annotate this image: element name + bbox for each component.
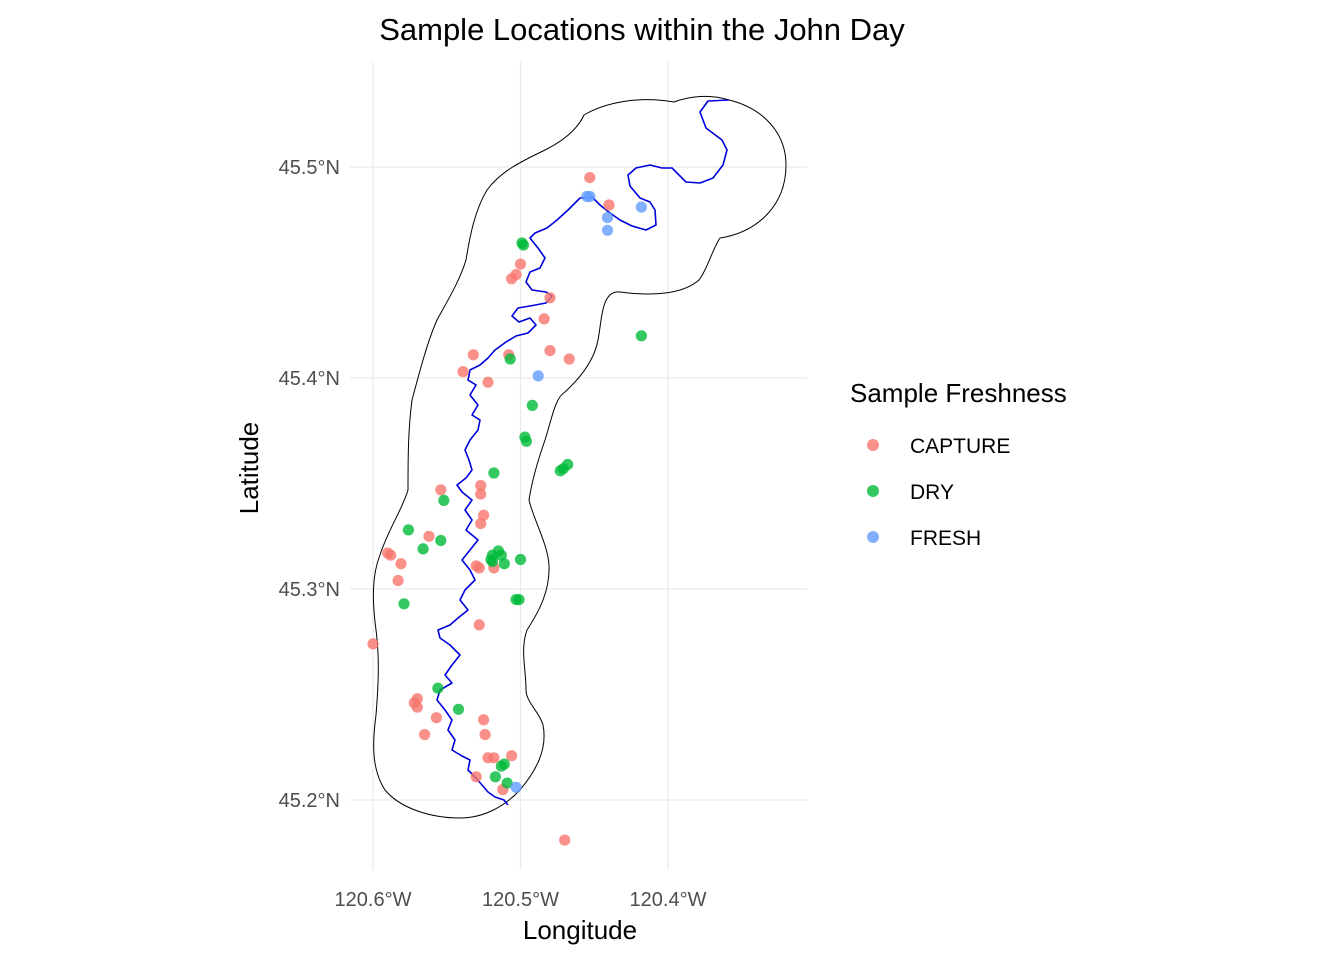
point-capture-34 [419, 729, 431, 741]
legend-key-dry [867, 485, 879, 497]
point-dry-3 [504, 353, 516, 365]
point-capture-1 [603, 199, 615, 211]
point-capture-40 [559, 834, 571, 846]
point-capture-35 [506, 750, 518, 762]
point-capture-21 [395, 558, 407, 570]
point-capture-18 [423, 530, 435, 542]
y-tick-label-3: 45.5°N [279, 157, 340, 179]
point-fresh-4 [601, 224, 614, 236]
point-dry-14 [417, 543, 429, 555]
point-dry-29 [489, 771, 501, 783]
legend: Sample Freshness CAPTURE DRY FRESH [850, 378, 1067, 550]
point-capture-32 [478, 714, 490, 726]
point-capture-16 [478, 509, 490, 521]
point-dry-25 [432, 682, 444, 694]
y-tick-label-0: 45.2°N [279, 790, 340, 812]
point-capture-0 [584, 172, 596, 184]
point-capture-10 [467, 349, 479, 361]
point-dry-13 [435, 534, 447, 547]
point-fresh-2 [635, 201, 648, 213]
point-capture-33 [479, 729, 491, 741]
y-tick-label-2: 45.4°N [279, 368, 340, 390]
point-capture-25 [392, 575, 404, 587]
point-capture-4 [506, 273, 518, 285]
point-dry-4 [526, 399, 538, 411]
legend-key-fresh [867, 531, 879, 543]
point-dry-21 [514, 553, 527, 566]
point-capture-37 [488, 752, 500, 764]
point-fresh-6 [510, 781, 522, 793]
point-capture-30 [411, 701, 423, 713]
y-axis-ticks: 45.2°N 45.3°N 45.4°N 45.5°N [279, 157, 340, 812]
point-capture-6 [538, 313, 550, 325]
john-day-river-line [436, 99, 730, 806]
y-axis-title: Latitude [234, 422, 264, 515]
point-dry-9 [554, 465, 566, 477]
point-capture-11 [457, 366, 469, 378]
point-dry-20 [498, 558, 510, 570]
point-dry-28 [498, 758, 510, 770]
point-dry-26 [452, 703, 465, 715]
legend-label-capture: CAPTURE [910, 435, 1010, 458]
point-capture-26 [473, 619, 485, 631]
sample-points [367, 172, 648, 846]
point-capture-12 [482, 376, 494, 388]
point-fresh-1 [584, 190, 596, 203]
point-capture-13 [435, 484, 447, 496]
point-capture-14 [475, 480, 487, 492]
point-capture-27 [367, 638, 379, 650]
y-tick-label-1: 45.3°N [279, 579, 340, 601]
point-fresh-3 [601, 212, 614, 224]
point-dry-6 [520, 435, 533, 447]
point-dry-17 [495, 549, 507, 561]
point-fresh-5 [532, 370, 544, 382]
point-dry-24 [398, 598, 410, 610]
legend-label-dry: DRY [910, 481, 954, 504]
point-dry-19 [486, 556, 499, 568]
legend-key-capture [867, 439, 879, 451]
point-capture-23 [473, 562, 485, 574]
point-dry-1 [517, 239, 530, 251]
x-axis-title: Longitude [523, 915, 637, 945]
point-capture-7 [544, 345, 556, 357]
point-dry-2 [635, 330, 648, 342]
point-capture-2 [514, 258, 527, 270]
x-tick-label-0: 120.6°W [335, 889, 412, 911]
legend-entries: CAPTURE DRY FRESH [867, 435, 1010, 550]
point-capture-5 [544, 292, 556, 304]
point-capture-15 [475, 488, 487, 500]
x-tick-label-1: 120.5°W [482, 889, 559, 911]
chart-title: Sample Locations within the John Day [379, 12, 905, 47]
point-capture-20 [385, 549, 397, 561]
point-capture-38 [470, 771, 482, 783]
point-dry-12 [402, 524, 414, 536]
x-tick-label-2: 120.4°W [630, 889, 707, 911]
point-dry-11 [438, 494, 450, 506]
point-dry-30 [501, 777, 513, 789]
legend-label-fresh: FRESH [910, 527, 981, 550]
legend-title: Sample Freshness [850, 378, 1067, 408]
x-axis-ticks: 120.6°W 120.5°W 120.4°W [335, 889, 707, 911]
watershed-buffer-outline [372, 95, 787, 819]
point-dry-10 [488, 467, 500, 479]
point-capture-17 [475, 518, 487, 530]
point-capture-8 [563, 353, 575, 365]
point-dry-23 [513, 594, 525, 606]
point-capture-31 [430, 712, 442, 724]
